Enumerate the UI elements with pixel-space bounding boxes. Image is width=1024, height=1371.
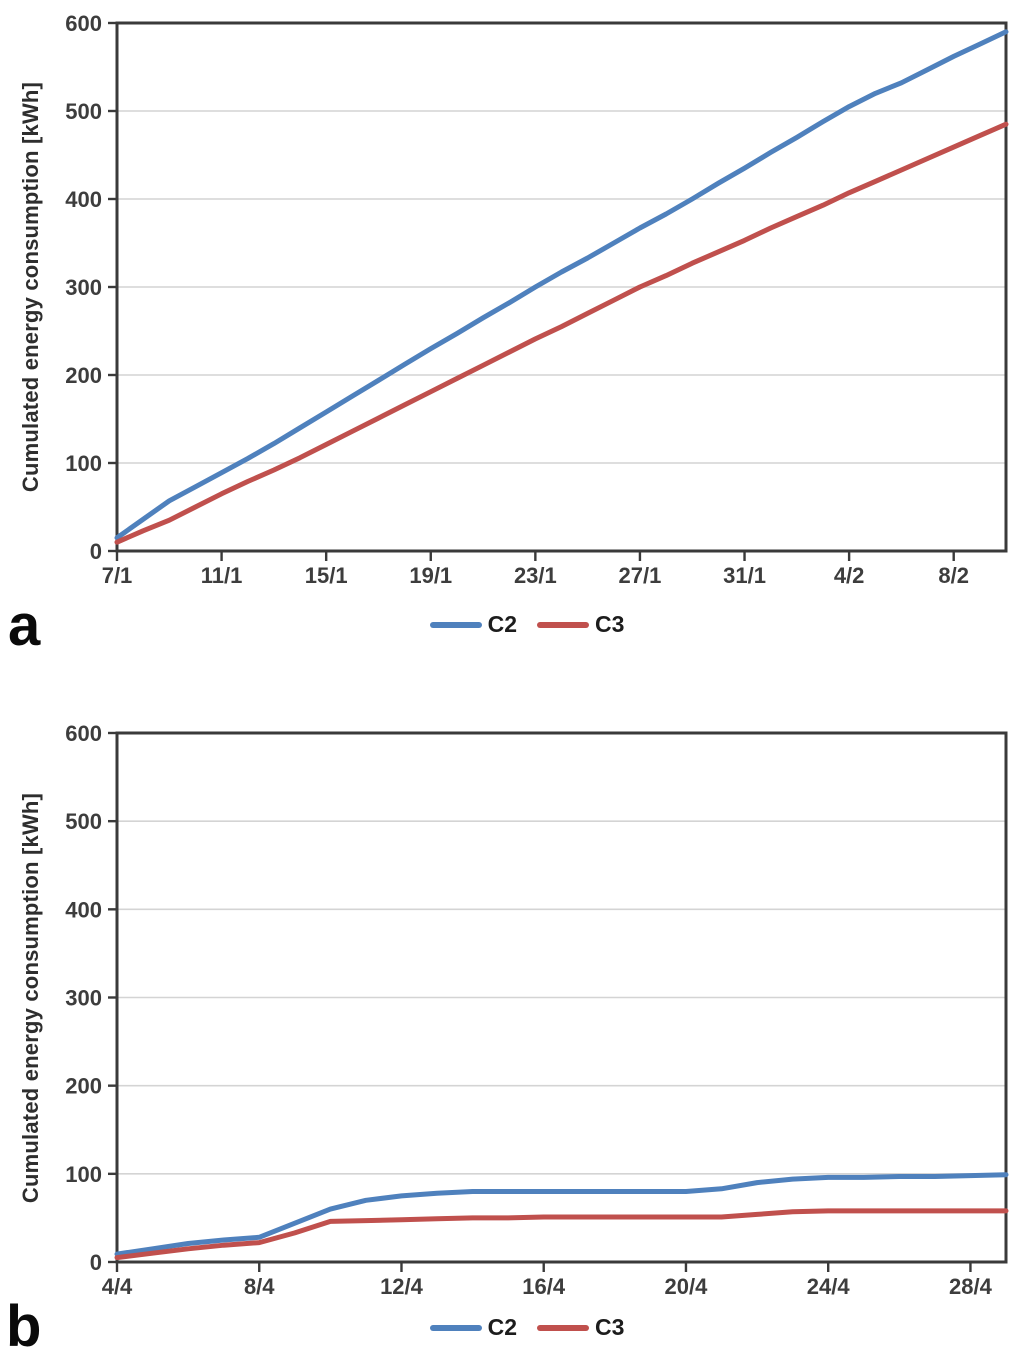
legend-line-c2-swatch: [429, 1324, 482, 1331]
svg-text:300: 300: [65, 275, 102, 300]
svg-text:400: 400: [65, 187, 102, 212]
legend-label-c3: C3: [595, 611, 625, 637]
legend-line-c2-swatch: [429, 621, 482, 628]
svg-text:300: 300: [65, 986, 102, 1011]
svg-text:0: 0: [90, 1250, 102, 1275]
legend-line-c3-swatch: [537, 621, 589, 628]
y-axis-title: Cumulated energy consumption [kWh]: [18, 792, 43, 1204]
legend-label-c2: C2: [487, 1314, 517, 1340]
svg-text:100: 100: [65, 1162, 102, 1187]
svg-text:500: 500: [65, 809, 102, 834]
svg-text:19/1: 19/1: [409, 563, 452, 588]
y-axis-title: Cumulated energy consumption [kWh]: [18, 81, 43, 493]
legend-line-c3-swatch: [537, 1324, 589, 1331]
svg-text:11/1: 11/1: [201, 563, 243, 588]
svg-text:8/2: 8/2: [938, 563, 969, 588]
svg-text:24/4: 24/4: [807, 1274, 851, 1299]
svg-text:100: 100: [65, 451, 102, 476]
chart-panel-a: 0 100 200 300 400 500 600 7/1 11/1 15/1 19/1 23/1 27…: [8, 11, 1024, 658]
svg-text:23/1: 23/1: [514, 563, 557, 588]
svg-text:7/1: 7/1: [102, 563, 133, 588]
svg-text:500: 500: [65, 99, 102, 124]
svg-text:600: 600: [65, 11, 102, 36]
legend: C2 C3: [22, 611, 1024, 638]
panel-label-b: b: [6, 1294, 42, 1359]
svg-text:27/1: 27/1: [619, 563, 662, 588]
legend-label-c2: C2: [487, 611, 517, 637]
svg-text:4/2: 4/2: [834, 563, 865, 588]
svg-text:600: 600: [65, 721, 102, 746]
legend-label-c3: C3: [595, 1314, 625, 1340]
legend: C2 C3: [22, 1314, 1024, 1341]
svg-text:200: 200: [65, 363, 102, 388]
line-chart-b: 0 100 200 300 400 500 600 4/4 8/4 12/4 16/4 20/4 24/…: [65, 721, 1009, 1299]
chart-panel-b: 0 100 200 300 400 500 600 4/4 8/4 12/4 16/4 20/4 24/…: [0, 690, 1024, 1371]
svg-text:20/4: 20/4: [665, 1274, 709, 1299]
svg-text:8/4: 8/4: [244, 1274, 275, 1299]
line-chart-a: 0 100 200 300 400 500 600 7/1 11/1 15/1 19/1 23/1 27…: [65, 11, 1009, 588]
panel-label-a: a: [8, 593, 41, 658]
svg-text:0: 0: [90, 539, 102, 564]
svg-text:28/4: 28/4: [949, 1274, 993, 1299]
svg-text:31/1: 31/1: [723, 563, 766, 588]
svg-text:4/4: 4/4: [102, 1274, 133, 1299]
svg-text:12/4: 12/4: [380, 1274, 424, 1299]
svg-text:400: 400: [65, 897, 102, 922]
svg-text:16/4: 16/4: [522, 1274, 566, 1299]
svg-text:200: 200: [65, 1074, 102, 1099]
svg-text:15/1: 15/1: [305, 563, 348, 588]
